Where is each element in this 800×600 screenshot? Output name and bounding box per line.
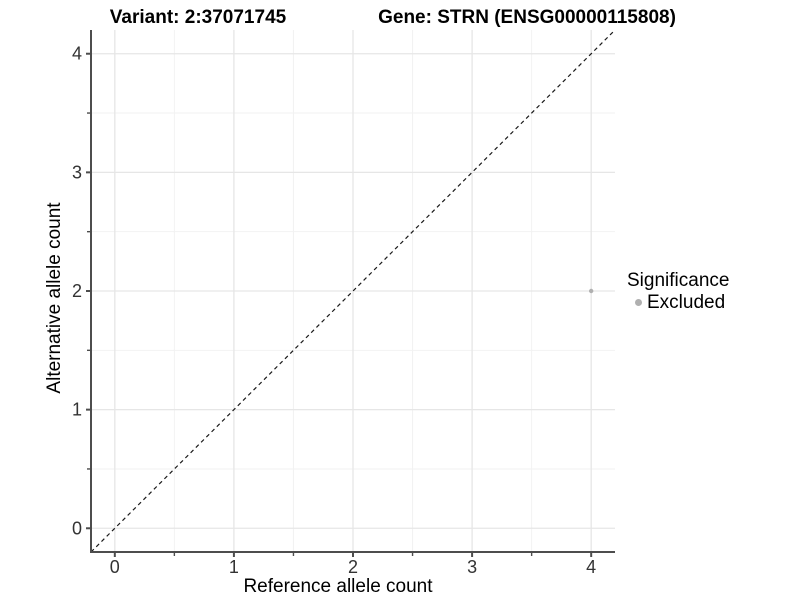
legend: Significance Excluded: [627, 271, 729, 312]
legend-entry-label: Excluded: [647, 292, 726, 313]
legend-title: Significance: [627, 270, 730, 291]
x-tick-label: 0: [110, 557, 120, 577]
plot-title-gene: Gene: STRN (ENSG00000115808): [378, 7, 676, 28]
y-tick-label: 3: [72, 162, 82, 182]
legend-point-icon: [635, 299, 642, 306]
legend-entry-excluded: Excluded: [627, 293, 729, 312]
data-point: [588, 288, 594, 294]
plot-title-variant: Variant: 2:37071745: [109, 7, 287, 28]
y-tick-label: 2: [72, 281, 82, 301]
x-tick-label: 2: [348, 557, 358, 577]
x-tick-label: 3: [467, 557, 477, 577]
x-tick-label: 1: [229, 557, 239, 577]
y-tick-label: 4: [72, 44, 82, 64]
x-tick-label: 4: [586, 557, 596, 577]
x-axis-title: Reference allele count: [243, 576, 433, 597]
y-axis-title: Alternative allele count: [44, 202, 65, 394]
y-tick-label: 0: [72, 518, 82, 538]
identity-line: [90, 29, 616, 553]
y-tick-label: 1: [72, 400, 82, 420]
